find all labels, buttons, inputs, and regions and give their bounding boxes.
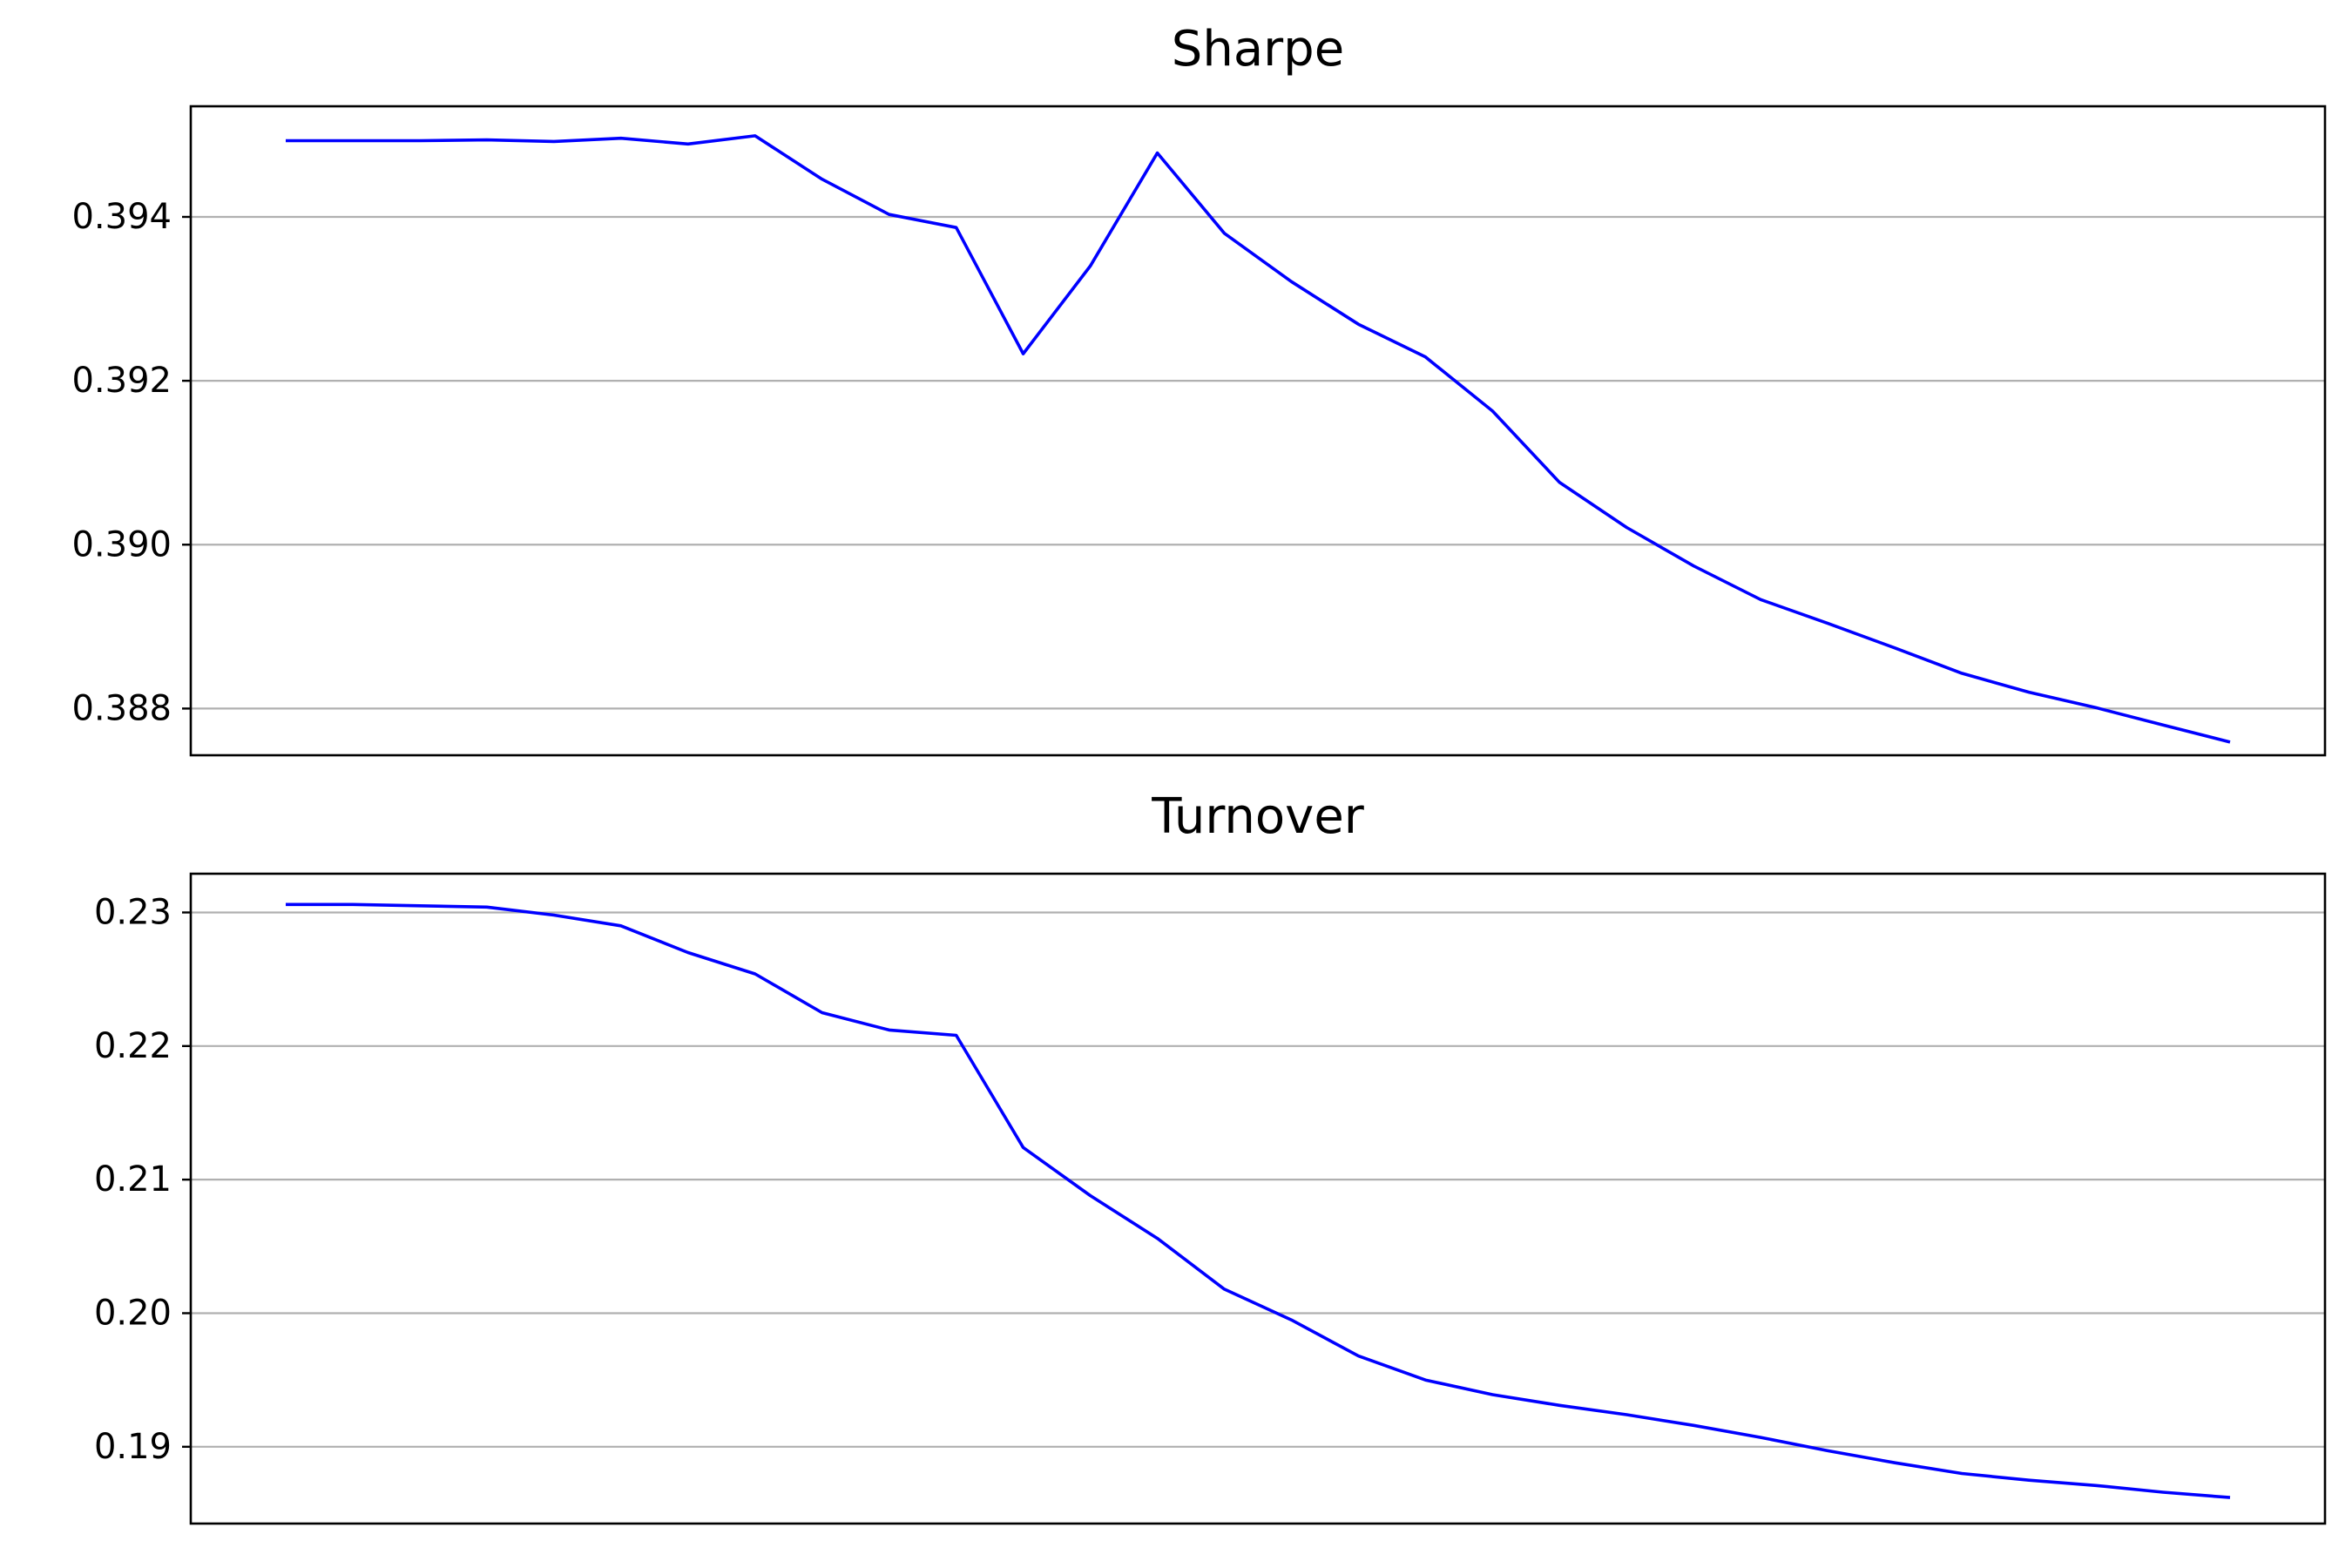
- sharpe-y-tick-label: 0.388: [71, 688, 172, 728]
- sharpe-axes-frame: [189, 105, 2327, 757]
- sharpe-chart: Sharpe 0.388 0.390 0.392 0.394: [71, 21, 2327, 757]
- turnover-y-tick-label: 0.21: [94, 1159, 172, 1200]
- sharpe-y-tick-label: 0.392: [71, 361, 172, 401]
- sharpe-y-tick-label: 0.390: [71, 524, 172, 564]
- turnover-chart-title: Turnover: [1151, 788, 1365, 845]
- turnover-y-tick-label: 0.23: [94, 892, 172, 932]
- turnover-chart: Turnover 0.19 0.20 0.21 0.22 0.23: [94, 788, 2327, 1525]
- turnover-y-tick-label: 0.22: [94, 1026, 172, 1066]
- turnover-y-tick-label: 0.20: [94, 1293, 172, 1333]
- sharpe-chart-title: Sharpe: [1172, 21, 1344, 78]
- turnover-series-line: [286, 902, 2231, 1499]
- turnover-axes-frame: [189, 872, 2327, 1525]
- turnover-y-tick-label: 0.19: [94, 1427, 172, 1467]
- sharpe-series-line: [286, 134, 2231, 744]
- sharpe-y-tick-label: 0.394: [71, 197, 172, 237]
